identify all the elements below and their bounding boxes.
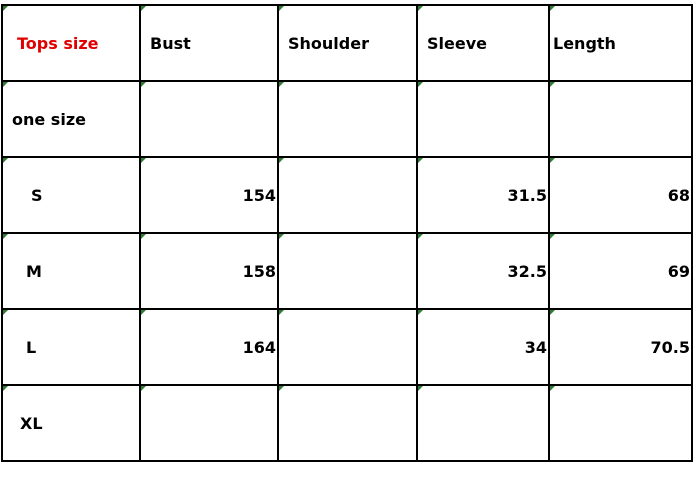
length-cell: 69 [548, 232, 693, 310]
shoulder-cell [277, 80, 418, 158]
table-row: L 164 34 70.5 [1, 308, 693, 386]
sleeve-cell: 32.5 [416, 232, 550, 310]
header-row: Tops size Bust Shoulder Sleeve Length [1, 4, 693, 82]
length-cell [548, 384, 693, 462]
table-row: S 154 31.5 68 [1, 156, 693, 234]
table-row: M 158 32.5 69 [1, 232, 693, 310]
bust-cell: 158 [139, 232, 279, 310]
bust-cell: 154 [139, 156, 279, 234]
shoulder-cell [277, 308, 418, 386]
size-label: L [1, 308, 141, 386]
size-label: M [1, 232, 141, 310]
bust-cell: 164 [139, 308, 279, 386]
size-label: one size [1, 80, 141, 158]
header-tops-size: Tops size [1, 4, 141, 82]
header-shoulder: Shoulder [277, 4, 418, 82]
sleeve-cell: 31.5 [416, 156, 550, 234]
bust-cell [139, 384, 279, 462]
header-bust: Bust [139, 4, 279, 82]
size-label: XL [1, 384, 141, 462]
header-length: Length [548, 4, 693, 82]
sleeve-cell [416, 80, 550, 158]
bust-cell [139, 80, 279, 158]
shoulder-cell [277, 384, 418, 462]
table-row: XL [1, 384, 693, 462]
table-row: one size [1, 80, 693, 158]
size-chart-table: Tops size Bust Shoulder Sleeve Length on… [1, 4, 693, 462]
sleeve-cell [416, 384, 550, 462]
sleeve-cell: 34 [416, 308, 550, 386]
length-cell: 68 [548, 156, 693, 234]
length-cell: 70.5 [548, 308, 693, 386]
size-label: S [1, 156, 141, 234]
length-cell [548, 80, 693, 158]
shoulder-cell [277, 156, 418, 234]
header-sleeve: Sleeve [416, 4, 550, 82]
shoulder-cell [277, 232, 418, 310]
